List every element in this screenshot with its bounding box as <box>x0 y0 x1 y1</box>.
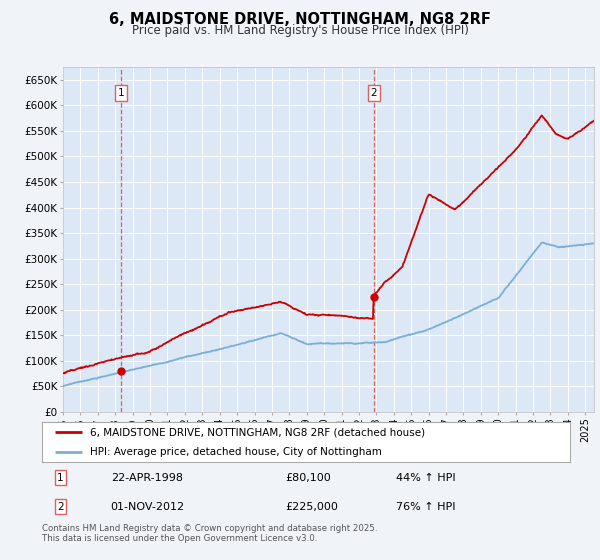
Text: 76% ↑ HPI: 76% ↑ HPI <box>396 502 455 512</box>
Text: 6, MAIDSTONE DRIVE, NOTTINGHAM, NG8 2RF (detached house): 6, MAIDSTONE DRIVE, NOTTINGHAM, NG8 2RF … <box>89 427 425 437</box>
Text: £80,100: £80,100 <box>285 473 331 483</box>
Text: 2: 2 <box>370 88 377 98</box>
Text: 2: 2 <box>57 502 64 512</box>
Text: Price paid vs. HM Land Registry's House Price Index (HPI): Price paid vs. HM Land Registry's House … <box>131 24 469 36</box>
Text: Contains HM Land Registry data © Crown copyright and database right 2025.
This d: Contains HM Land Registry data © Crown c… <box>42 524 377 543</box>
Text: 6, MAIDSTONE DRIVE, NOTTINGHAM, NG8 2RF: 6, MAIDSTONE DRIVE, NOTTINGHAM, NG8 2RF <box>109 12 491 27</box>
Text: 1: 1 <box>57 473 64 483</box>
Text: 1: 1 <box>118 88 124 98</box>
Text: 44% ↑ HPI: 44% ↑ HPI <box>396 473 455 483</box>
Text: HPI: Average price, detached house, City of Nottingham: HPI: Average price, detached house, City… <box>89 446 382 456</box>
Text: £225,000: £225,000 <box>285 502 338 512</box>
Text: 01-NOV-2012: 01-NOV-2012 <box>110 502 185 512</box>
Text: 22-APR-1998: 22-APR-1998 <box>110 473 182 483</box>
